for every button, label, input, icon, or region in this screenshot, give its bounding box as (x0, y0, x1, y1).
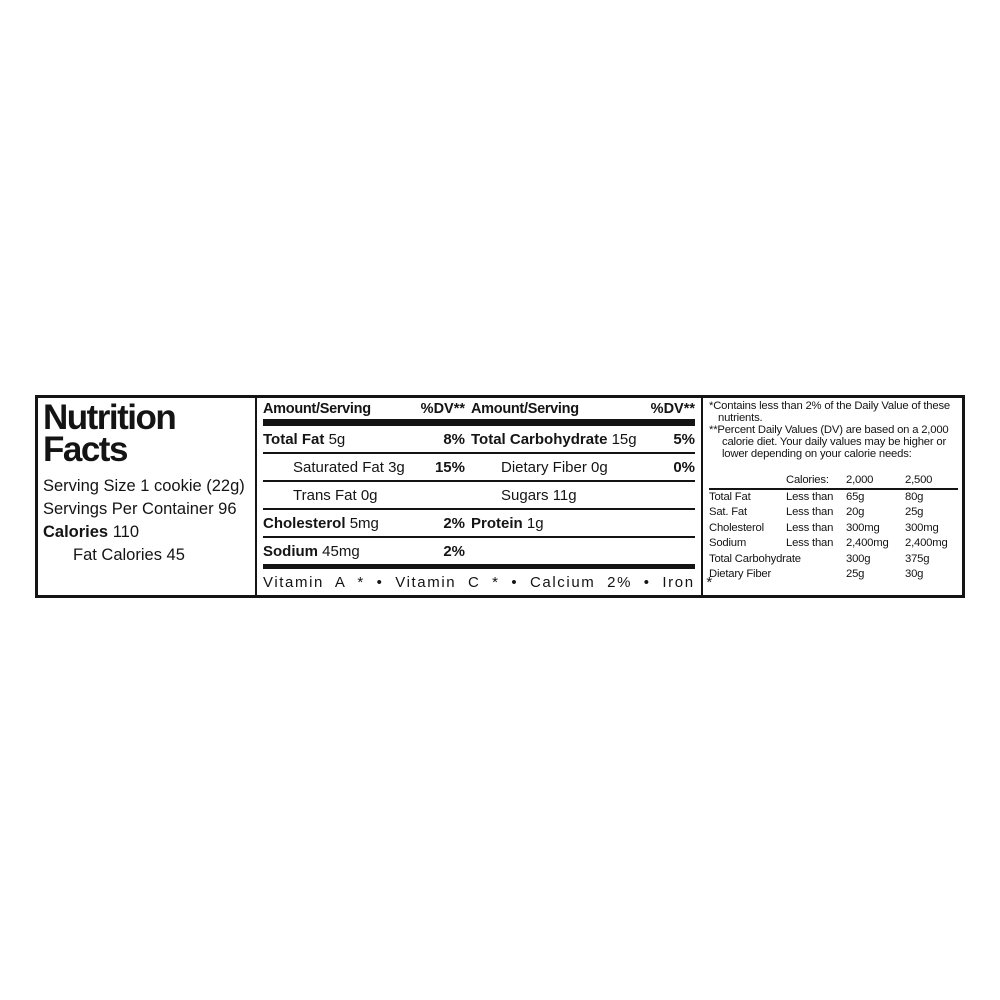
dv-header: %DV** (420, 400, 465, 417)
calories-value: 110 (112, 523, 140, 541)
dv-2000: 300mg (846, 521, 880, 534)
thin-rule (263, 508, 695, 510)
dv-2500: 30g (905, 568, 924, 581)
dv-nutrient: Total Fat (709, 490, 751, 503)
nutrient-name: Sugars 11g (501, 486, 577, 504)
label-title-line1: Nutrition (43, 398, 177, 437)
dv-qualifier: Less than (786, 506, 834, 519)
nutrient-name: Saturated Fat 3g (293, 458, 405, 476)
col-2000-header: 2,000 (846, 471, 905, 490)
dv-qualifier: Less than (786, 537, 834, 550)
nutrient-row: Cholesterol 5mg 2% Protein 1g (263, 510, 695, 536)
daily-value-percent: 2% (443, 514, 465, 532)
dv-table-row: Total Fat Less than 65g 80g (709, 489, 958, 506)
calories-label: Calories (43, 523, 109, 541)
dv-2500: 25g (905, 506, 924, 519)
nutrient-name: Cholesterol 5mg (263, 514, 379, 532)
dv-2000: 2,400mg (846, 537, 889, 550)
calories: Calories 110 (43, 521, 249, 544)
serving-size: Serving Size 1 cookie (22g) (43, 477, 245, 495)
servings-per-container: Servings Per Container 96 (43, 500, 237, 518)
amount-serving-header: Amount/Serving (471, 400, 579, 417)
amount-serving-header: Amount/Serving (263, 400, 371, 417)
dv-nutrient: Cholesterol (709, 521, 764, 534)
nutrients-panel: Amount/Serving %DV** Amount/Serving %DV*… (257, 398, 714, 595)
dv-table-row: Cholesterol Less than 300mg 300mg (709, 521, 958, 537)
col-2500-header: 2,500 (905, 471, 958, 490)
dv-nutrient: Total Carbohydrate (709, 552, 801, 565)
label-title-line2: Facts (43, 430, 128, 469)
thin-rule (263, 480, 695, 482)
dv-2500: 80g (905, 490, 924, 503)
dv-nutrient: Sat. Fat (709, 506, 747, 519)
nutrition-facts-label: Nutrition Facts Serving Size 1 cookie (2… (35, 395, 965, 598)
daily-value-percent: 0% (673, 458, 695, 476)
footnote-percent-dv: **Percent Daily Values (DV) are based on… (709, 423, 949, 460)
dv-table-row: Total Carbohydrate 300g 375g (709, 552, 958, 568)
dv-table-header: Calories: 2,000 2,500 (709, 471, 958, 490)
fat-calories: Fat Calories 45 (73, 546, 185, 564)
dv-qualifier: Less than (786, 490, 834, 503)
nutrient-name: Protein 1g (471, 514, 544, 532)
daily-value-percent: 8% (443, 430, 465, 448)
thin-rule (263, 536, 695, 538)
nutrient-name: Sodium 45mg (263, 542, 360, 560)
dv-2000: 300g (846, 552, 871, 565)
dv-nutrient: Dietary Fiber (709, 568, 772, 581)
dv-header: %DV** (650, 400, 695, 417)
nutrient-row: Sodium 45mg 2% (263, 538, 695, 564)
daily-value-percent: 2% (443, 542, 465, 560)
divider-right (701, 398, 703, 595)
nutrient-row: Saturated Fat 3g 15% Dietary Fiber 0g 0% (263, 454, 695, 480)
dv-table-row: Sat. Fat Less than 20g 25g (709, 505, 958, 521)
nutrient-name: Dietary Fiber 0g (501, 458, 608, 476)
thick-rule (263, 564, 695, 569)
nutrient-name: Trans Fat 0g (293, 486, 378, 504)
dv-qualifier: Less than (786, 521, 834, 534)
thick-rule (263, 419, 695, 426)
dv-2500: 375g (905, 552, 930, 565)
daily-value-percent: 15% (434, 458, 465, 476)
nutrient-name: Total Fat 5g (263, 430, 346, 448)
dv-table-row: Dietary Fiber 25g 30g (709, 567, 958, 583)
divider-left (255, 398, 257, 595)
nutrients-header-row: Amount/Serving %DV** Amount/Serving %DV*… (263, 398, 695, 419)
thin-rule (263, 452, 695, 454)
vitamins-line: Vitamin A * • Vitamin C * • Calcium 2% •… (263, 573, 714, 591)
footnotes-panel: *Contains less than 2% of the Daily Valu… (703, 398, 962, 595)
dv-2500: 300mg (905, 521, 939, 534)
dv-reference-table: Calories: 2,000 2,500 Total Fat Less tha… (709, 471, 958, 583)
dv-2000: 65g (846, 490, 865, 503)
dv-table-row: Sodium Less than 2,400mg 2,400mg (709, 536, 958, 552)
dv-2500: 2,400mg (905, 537, 948, 550)
daily-value-percent: 5% (673, 430, 695, 448)
footnote-contains: *Contains less than 2% of the Daily Valu… (709, 400, 950, 424)
dv-2000: 25g (846, 568, 865, 581)
nutrient-row: Trans Fat 0g Sugars 11g (263, 482, 695, 508)
dv-2000: 20g (846, 506, 865, 519)
identity-panel: Nutrition Facts Serving Size 1 cookie (2… (38, 398, 255, 595)
calories-column-header: Calories: (786, 471, 846, 490)
nutrient-name: Total Carbohydrate 15g (471, 430, 637, 448)
dv-nutrient: Sodium (709, 537, 747, 550)
nutrient-row: Total Fat 5g 8% Total Carbohydrate 15g 5… (263, 426, 695, 452)
